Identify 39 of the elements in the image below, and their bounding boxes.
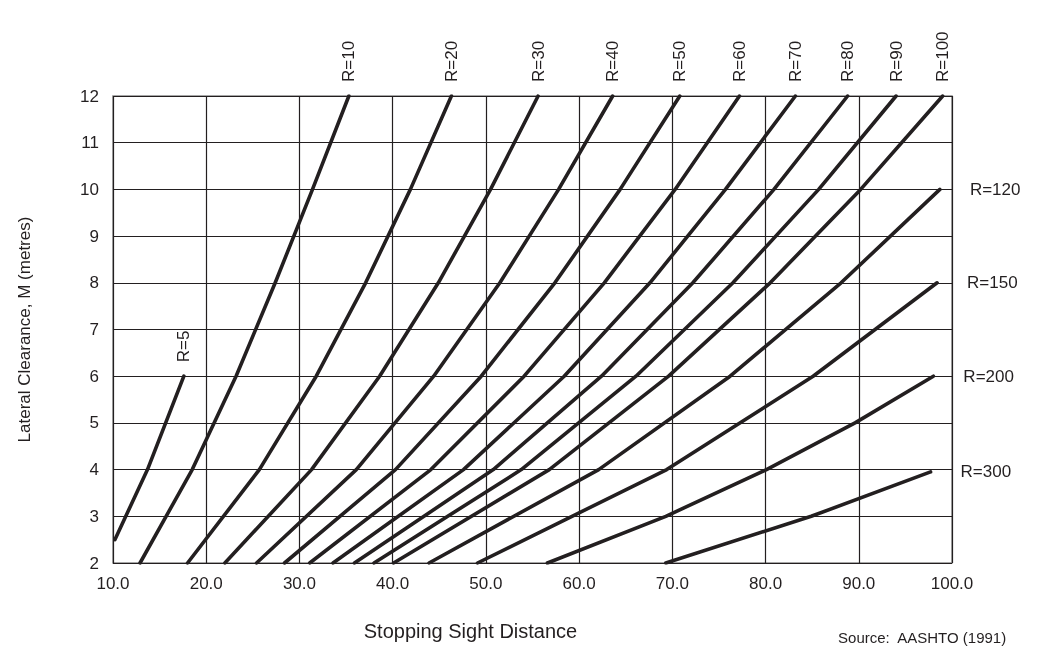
series-label: R=300 bbox=[960, 462, 1012, 482]
x-tick-label: 90.0 bbox=[842, 574, 876, 593]
y-tick-label: 9 bbox=[89, 226, 99, 246]
y-tick-label: 4 bbox=[89, 460, 99, 480]
text: R=80 bbox=[838, 40, 858, 82]
y-tick-label: 2 bbox=[89, 553, 99, 573]
y-tick-label: 3 bbox=[89, 506, 99, 526]
series-label: R=120 bbox=[969, 179, 1021, 199]
x-tick-label: 30.0 bbox=[282, 574, 316, 593]
series-label: R=200 bbox=[963, 366, 1014, 386]
text: R=5 bbox=[174, 330, 194, 363]
text: R=60 bbox=[729, 40, 749, 82]
text: R=20 bbox=[441, 40, 461, 82]
y-tick-label: 7 bbox=[89, 320, 99, 339]
x-tick-label: 70.0 bbox=[655, 574, 689, 593]
x-tick-label: 40.0 bbox=[376, 574, 410, 593]
x-tick-label: 20.0 bbox=[189, 574, 223, 593]
text: R=70 bbox=[785, 40, 805, 82]
series-label: R=150 bbox=[967, 273, 1018, 293]
text: R=90 bbox=[886, 40, 906, 82]
y-tick-label: 8 bbox=[89, 273, 99, 293]
source-note: Source: AASHTO (1991) bbox=[838, 629, 1007, 646]
x-axis-title: Stopping Sight Distance bbox=[363, 620, 578, 642]
text: R=10 bbox=[339, 40, 359, 82]
y-tick-label: 5 bbox=[89, 413, 99, 433]
x-tick-label: 10.0 bbox=[96, 574, 130, 593]
x-tick-label: 50.0 bbox=[469, 574, 503, 593]
y-tick-label: 10 bbox=[80, 179, 99, 199]
y-tick-label: 12 bbox=[80, 86, 99, 106]
text: R=40 bbox=[603, 40, 623, 82]
y-tick-label: 11 bbox=[81, 133, 99, 153]
text: R=50 bbox=[670, 40, 690, 82]
x-tick-label: 100.0 bbox=[930, 574, 974, 593]
x-tick-label: 60.0 bbox=[562, 574, 596, 593]
y-tick-label: 6 bbox=[89, 366, 99, 386]
y-axis-title: Lateral Clearance, M (metres) bbox=[15, 216, 34, 443]
text: R=30 bbox=[528, 40, 548, 82]
text: R=100 bbox=[933, 31, 953, 82]
x-tick-label: 80.0 bbox=[749, 574, 783, 593]
